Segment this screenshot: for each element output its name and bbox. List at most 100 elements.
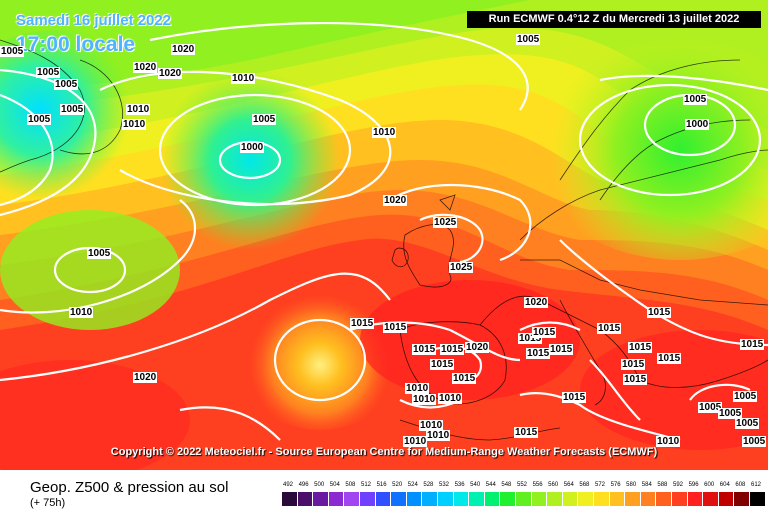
isobar-label: 1005 <box>733 391 758 402</box>
isobar-label: 1010 <box>419 420 444 431</box>
scale-swatch <box>391 492 406 506</box>
isobar-label: 1005 <box>54 79 79 90</box>
isobar-label: 1005 <box>36 67 61 78</box>
isobar-label: 1005 <box>735 418 760 429</box>
isobar-label: 1025 <box>449 262 474 273</box>
scale-tick-label: 500 <box>314 482 325 488</box>
scale-swatch <box>500 492 515 506</box>
isobar-label: 1025 <box>433 217 458 228</box>
isobar-label: 1005 <box>252 114 277 125</box>
isobar-label: 1005 <box>27 114 52 125</box>
run-info-banner: Run ECMWF 0.4°12 Z du Mercredi 13 juille… <box>467 11 761 28</box>
copyright-notice: Copyright © 2022 Meteociel.fr - Source E… <box>110 446 658 458</box>
scale-swatch <box>484 492 500 506</box>
isobar-label: 1010 <box>231 73 256 84</box>
isobar-label: 1020 <box>133 372 158 383</box>
scale-swatch <box>438 492 453 506</box>
isobar-label: 1010 <box>69 307 94 318</box>
isobar-label: 1005 <box>60 104 85 115</box>
geopotential-field <box>0 0 768 470</box>
scale-swatch <box>594 492 609 506</box>
scale-tick-label: 504 <box>329 482 340 488</box>
scale-tick-label: 496 <box>298 482 309 488</box>
scale-tick-label: 576 <box>610 482 621 488</box>
scale-tick-label: 564 <box>563 482 574 488</box>
isobar-label: 1020 <box>171 44 196 55</box>
scale-swatch <box>609 492 625 506</box>
isobar-label: 1015 <box>518 333 543 344</box>
isobar-label: 1015 <box>412 344 437 355</box>
isobar-label: 1010 <box>656 436 681 447</box>
scale-tick-label: 596 <box>688 482 699 488</box>
isobar-label: 1015 <box>526 348 551 359</box>
forecast-lead-time: (+ 75h) <box>30 497 66 509</box>
isobar-label: 1015 <box>562 392 587 403</box>
scale-swatch <box>734 492 749 506</box>
isobar-label: 1015 <box>647 307 672 318</box>
scale-swatch <box>547 492 562 506</box>
scale-swatch <box>656 492 671 506</box>
isobar-label: 1005 <box>718 408 743 419</box>
isobar-label: 1015 <box>532 327 557 338</box>
scale-tick-label: 516 <box>376 482 387 488</box>
scale-tick-label: 580 <box>626 482 637 488</box>
scale-tick-label: 600 <box>704 482 715 488</box>
isobar-label: 1015 <box>621 359 646 370</box>
scale-swatch <box>687 492 703 506</box>
scale-tick-label: 608 <box>735 482 746 488</box>
scale-tick-label: 508 <box>345 482 356 488</box>
scale-swatch <box>625 492 640 506</box>
isobar-label: 1020 <box>158 68 183 79</box>
scale-tick-label: 568 <box>579 482 590 488</box>
isobar-label: 1010 <box>426 430 451 441</box>
isobar-label: 1005 <box>698 402 723 413</box>
isobar-label: 1015 <box>383 322 408 333</box>
scale-tick-label: 512 <box>360 482 371 488</box>
scale-swatch <box>328 492 344 506</box>
scale-tick-label: 588 <box>657 482 668 488</box>
scale-tick-label: 572 <box>594 482 605 488</box>
scale-swatch <box>360 492 375 506</box>
isobar-label: 1015 <box>452 373 477 384</box>
isobar-label: 1015 <box>623 374 648 385</box>
isobar-label: 1020 <box>465 342 490 353</box>
scale-tick-label: 556 <box>532 482 543 488</box>
map-caption: Geop. Z500 & pression au sol <box>30 479 229 496</box>
isobar-label: 1015 <box>430 359 455 370</box>
scale-swatch <box>453 492 469 506</box>
isobar-label: 1020 <box>133 62 158 73</box>
scale-tick-label: 604 <box>719 482 730 488</box>
scale-tick-label: 552 <box>516 482 527 488</box>
isobar-label: 1000 <box>685 119 710 130</box>
scale-tick-label: 560 <box>548 482 559 488</box>
forecast-date: Samedi 16 juillet 2022 <box>16 12 172 29</box>
isobar-label: 1010 <box>372 127 397 138</box>
scale-tick-label: 520 <box>392 482 403 488</box>
scale-tick-label: 492 <box>282 482 293 488</box>
isobar-label: 1015 <box>549 344 574 355</box>
map-area: Samedi 16 juillet 2022 17:00 locale Run … <box>0 0 768 470</box>
scale-swatch <box>297 492 313 506</box>
scale-swatch <box>406 492 422 506</box>
isobar-label: 1020 <box>383 195 408 206</box>
scale-swatch <box>718 492 734 506</box>
scale-tick-label: 532 <box>438 482 449 488</box>
isobar-label: 1020 <box>524 297 549 308</box>
isobar-label: 1015 <box>597 323 622 334</box>
scale-tick-label: 592 <box>672 482 683 488</box>
scale-swatch <box>703 492 718 506</box>
isobar-label: 1005 <box>683 94 708 105</box>
scale-swatch <box>282 492 297 506</box>
scale-swatch <box>531 492 547 506</box>
scale-swatch <box>469 492 484 506</box>
scale-swatch <box>640 492 656 506</box>
isobar-label: 1010 <box>412 394 437 405</box>
scale-tick-label: 584 <box>641 482 652 488</box>
isobar-label: 1005 <box>516 34 541 45</box>
scale-swatch <box>578 492 593 506</box>
scale-tick-label: 544 <box>485 482 496 488</box>
scale-swatch <box>562 492 578 506</box>
scale-swatch <box>313 492 328 506</box>
isobar-label: 1015 <box>628 342 653 353</box>
